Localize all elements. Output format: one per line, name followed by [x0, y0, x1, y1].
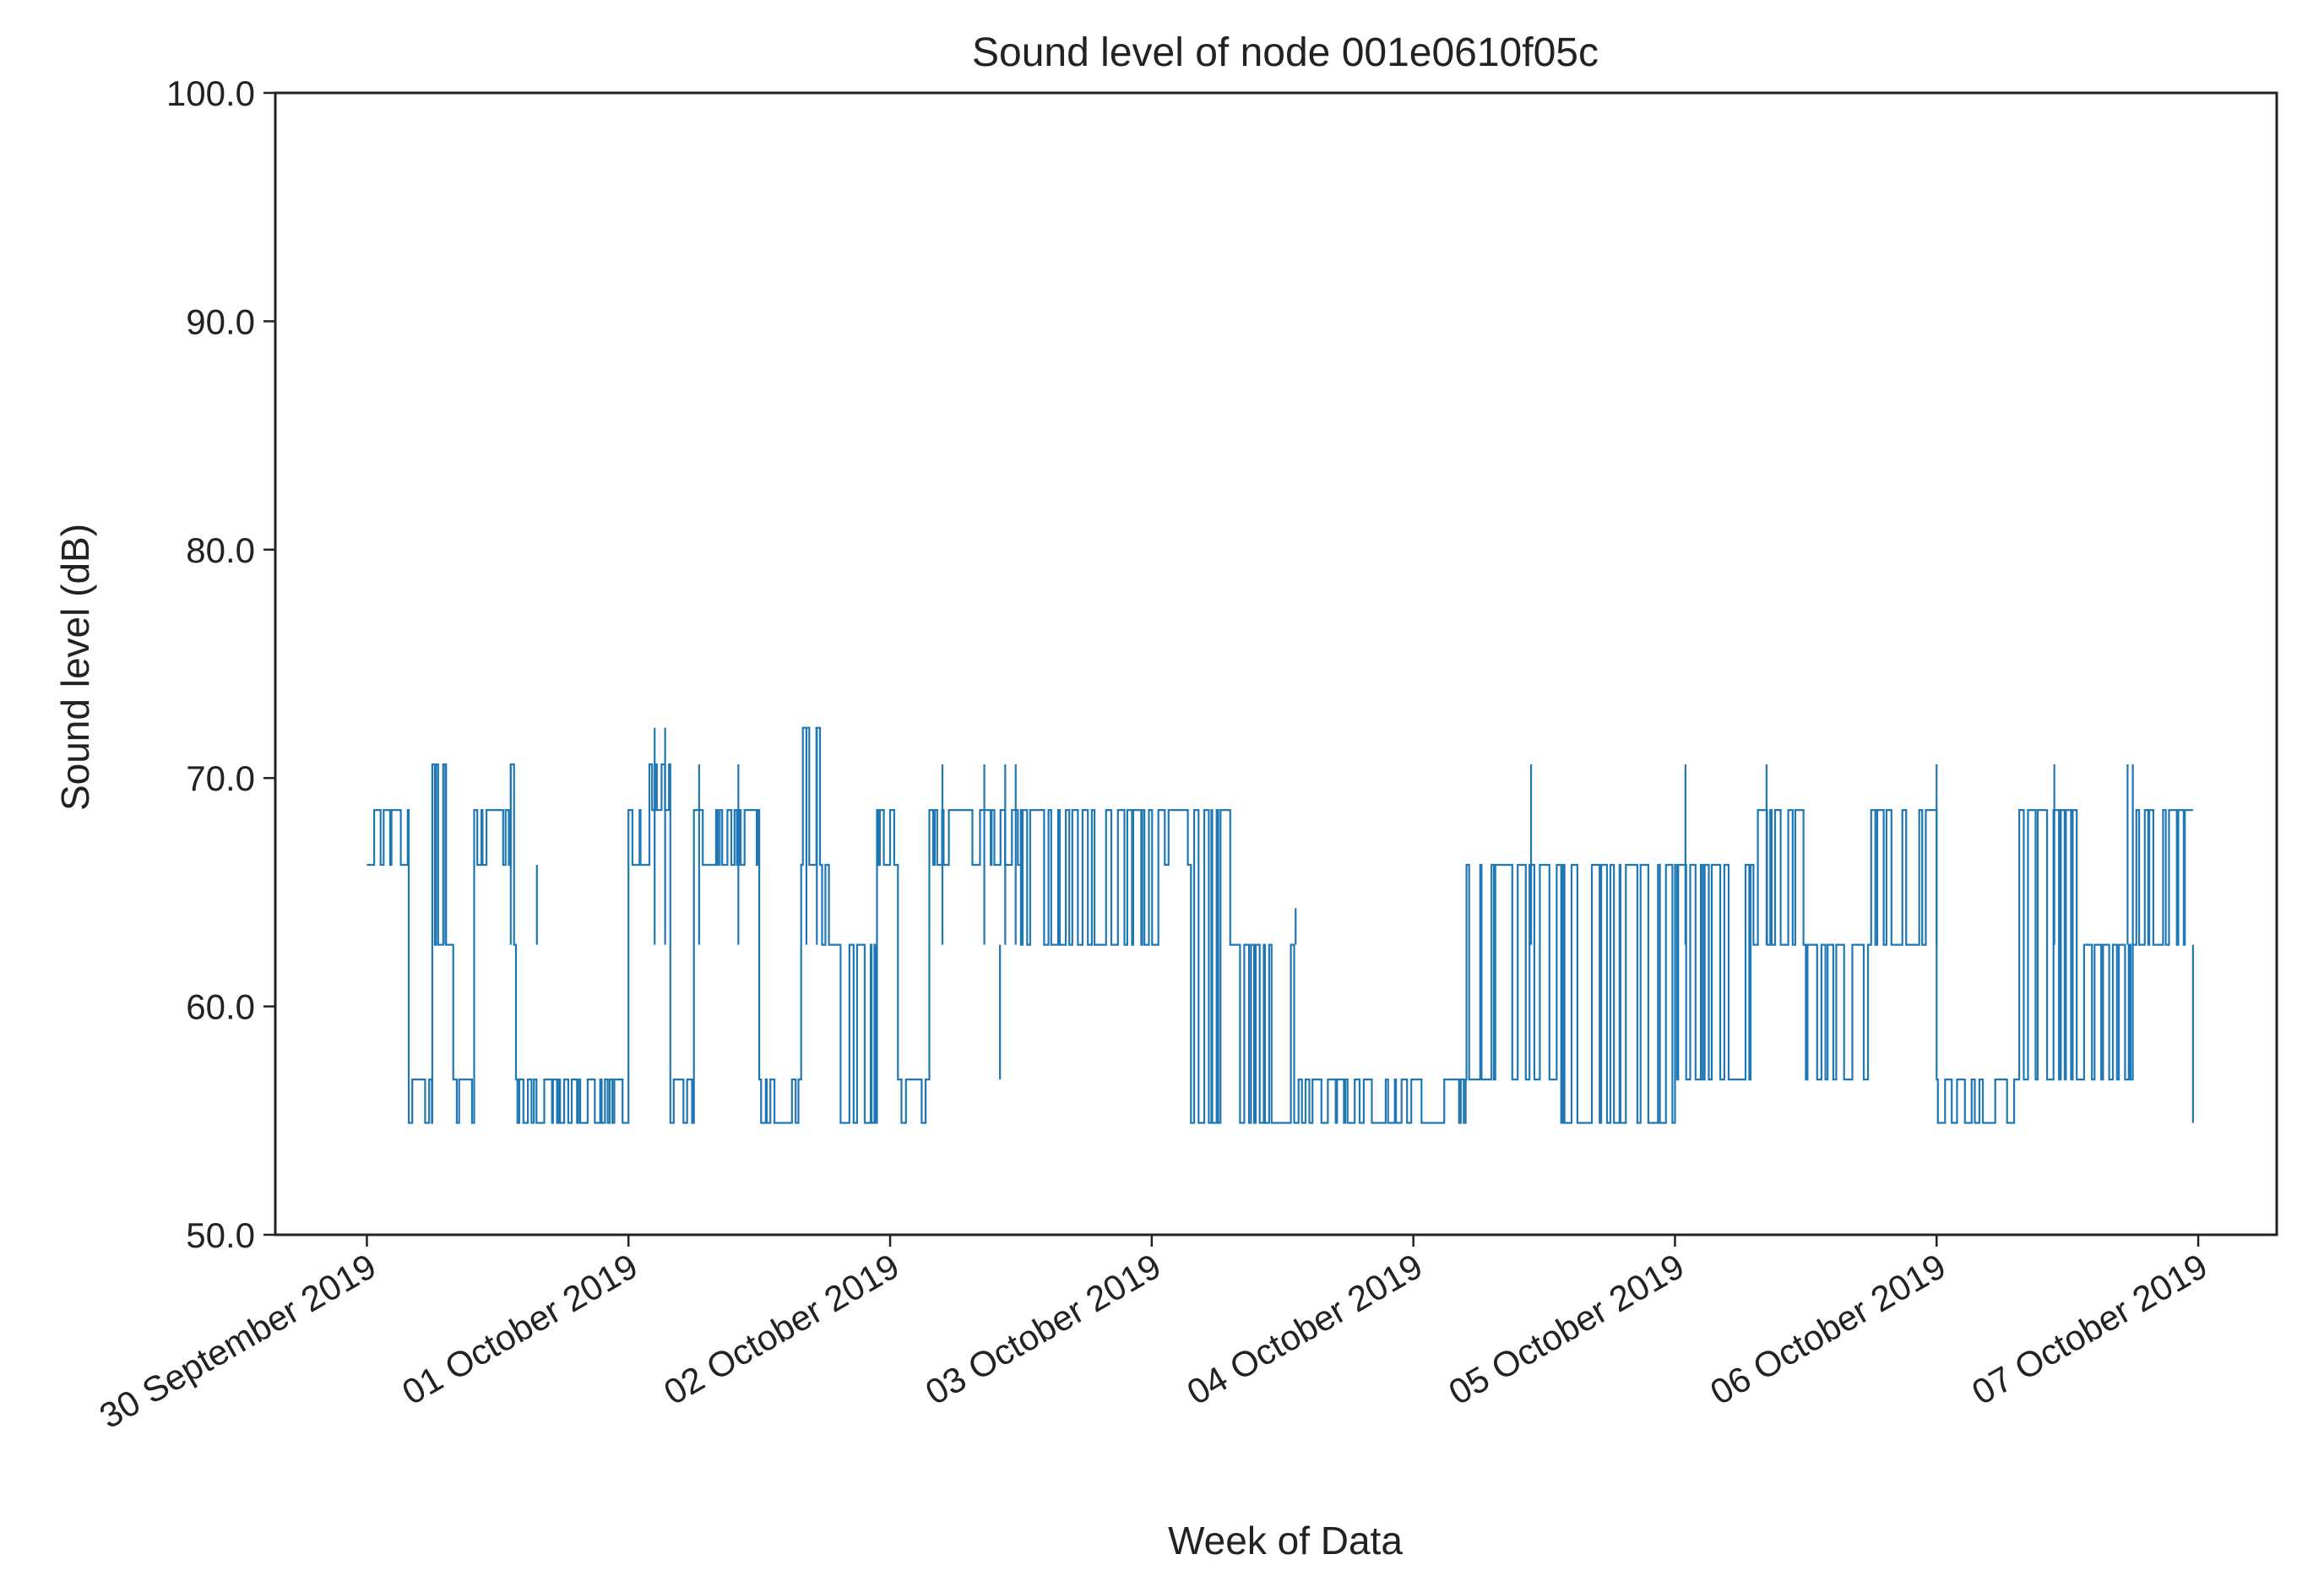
- y-tick-label: 50.0: [186, 1215, 255, 1255]
- y-tick-label: 90.0: [186, 302, 255, 341]
- x-tick-label: 02 October 2019: [657, 1246, 905, 1412]
- x-axis-label: Week of Data: [1168, 1519, 1403, 1562]
- chart-title: Sound level of node 001e0610f05c: [972, 30, 1599, 75]
- y-axis-label: Sound level (dB): [53, 524, 97, 811]
- sound-level-series: [367, 726, 2193, 1124]
- x-tick-label: 07 October 2019: [1965, 1246, 2213, 1412]
- y-axis: 50.0 60.0 70.0 80.0 90.0 100.0: [166, 73, 275, 1255]
- x-tick-label: 30 September 2019: [93, 1246, 383, 1436]
- x-tick-label: 03 October 2019: [919, 1246, 1167, 1412]
- x-tick-label: 06 October 2019: [1703, 1246, 1952, 1412]
- plot-frame: [274, 91, 2278, 1236]
- y-tick-label: 100.0: [166, 73, 255, 113]
- x-tick-label: 01 October 2019: [395, 1246, 643, 1412]
- x-tick-label: 04 October 2019: [1181, 1246, 1429, 1412]
- y-tick-label: 80.0: [186, 530, 255, 570]
- x-axis: 30 September 2019 01 October 2019 02 Octob…: [93, 1235, 2214, 1436]
- plot-area: [367, 726, 2194, 1124]
- y-tick-label: 70.0: [186, 758, 255, 798]
- y-tick-label: 60.0: [186, 987, 255, 1027]
- x-tick-label: 05 October 2019: [1442, 1246, 1690, 1412]
